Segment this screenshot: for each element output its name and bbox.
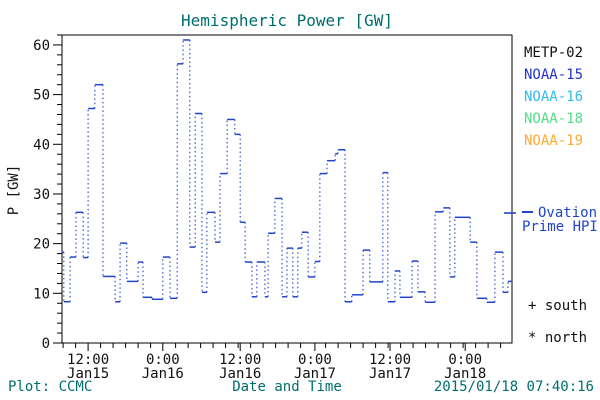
x-tick-time-label: 0:00 bbox=[146, 352, 180, 368]
y-tick-label: 30 bbox=[33, 187, 50, 203]
x-tick-date-label: Jan17 bbox=[294, 366, 336, 382]
ovation-label-line2: Prime HPI bbox=[522, 219, 598, 235]
x-tick-time-label: 12:00 bbox=[369, 352, 411, 368]
x-tick-time-label: 12:00 bbox=[219, 352, 261, 368]
x-tick-date-label: Jan18 bbox=[444, 366, 486, 382]
legend-item-metp-02: METP-02 bbox=[524, 45, 584, 61]
plus-marker-icon: + bbox=[528, 298, 537, 314]
x-tick-time-label: 0:00 bbox=[298, 352, 332, 368]
legend-item-noaa-16: NOAA-16 bbox=[524, 89, 584, 105]
legend-item-noaa-18: NOAA-18 bbox=[524, 111, 584, 127]
south-marker-label: + south bbox=[528, 298, 587, 314]
y-tick-label: 0 bbox=[42, 336, 50, 352]
y-tick-label: 10 bbox=[33, 286, 50, 302]
legend-item-noaa-15: NOAA-15 bbox=[524, 67, 584, 83]
plot-timestamp: 2015/01/18 07:40:16 bbox=[433, 379, 594, 395]
ovation-label-line1: Ovation bbox=[538, 205, 598, 221]
y-tick-label: 40 bbox=[33, 137, 50, 153]
satellite-legend: METP-02 NOAA-15 NOAA-16 NOAA-18 NOAA-19 bbox=[524, 42, 583, 152]
south-text: south bbox=[544, 298, 588, 314]
x-tick-time-label: 12:00 bbox=[67, 352, 109, 368]
north-marker-label: * north bbox=[528, 330, 587, 346]
x-tick-date-label: Jan16 bbox=[142, 366, 184, 382]
y-tick-label: 20 bbox=[33, 237, 50, 253]
y-tick-label: 50 bbox=[33, 88, 50, 104]
legend-item-noaa-19: NOAA-19 bbox=[524, 133, 584, 149]
asterisk-marker-icon: * bbox=[528, 330, 537, 346]
x-axis-label: Date and Time bbox=[232, 379, 342, 395]
y-tick-label: 60 bbox=[33, 38, 50, 54]
x-tick-time-label: 0:00 bbox=[448, 352, 482, 368]
ovation-line-swatch bbox=[522, 211, 533, 213]
x-tick-date-label: Jan15 bbox=[67, 366, 109, 382]
x-tick-date-label: Jan17 bbox=[369, 366, 411, 382]
plot-box bbox=[61, 34, 513, 344]
x-tick-date-label: Jan16 bbox=[219, 366, 261, 382]
legend-ovation: Ovation Prime HPI bbox=[522, 206, 598, 234]
plot-source-label: Plot: CCMC bbox=[8, 379, 93, 395]
chart-title: Hemispheric Power [GW] bbox=[181, 11, 393, 30]
north-text: north bbox=[544, 330, 588, 346]
